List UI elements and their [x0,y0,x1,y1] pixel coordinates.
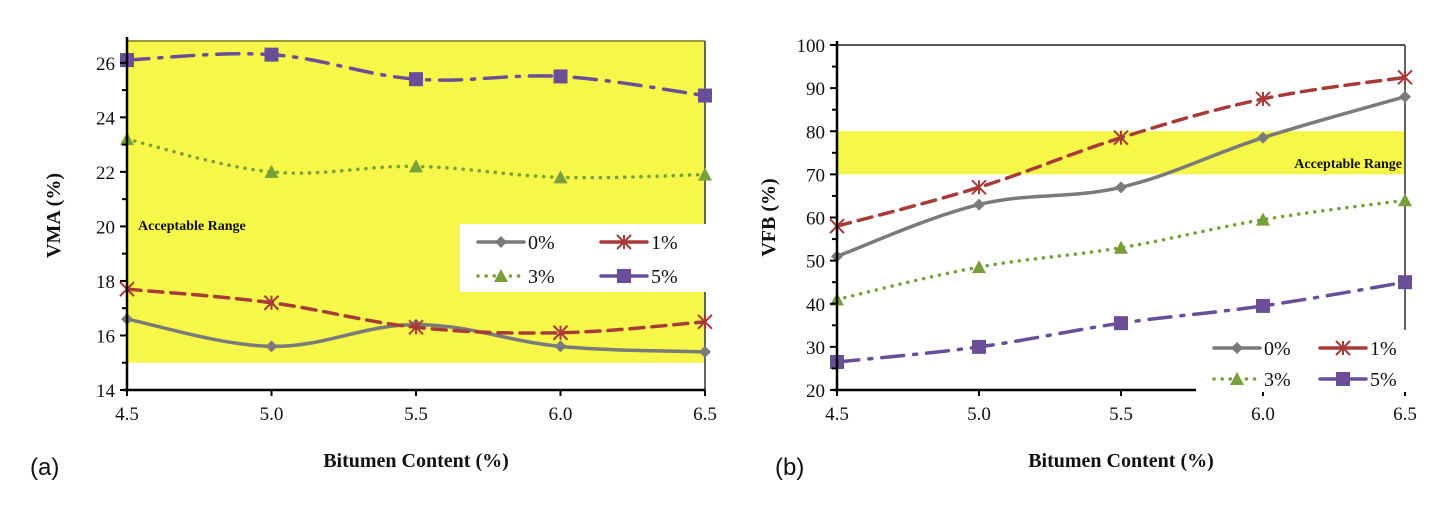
x-tick-label: 6.0 [1251,404,1275,425]
legend-label: 5% [1370,369,1397,391]
chart-vma: Acceptable Range 14 16 18 20 22 24 26 4.5 5.0 5.5 6… [30,37,717,481]
y-tick-label: 16 [96,326,115,347]
data-point [698,167,712,181]
series-line [835,95,1407,259]
data-point [1398,193,1412,207]
legend-label: 5% [651,266,678,288]
acceptable-range-label: Acceptable Range [138,219,246,234]
panel-label: (a) [30,454,59,481]
legend-label: 3% [528,266,555,288]
y-tick-label: 14 [96,381,116,402]
data-point [1114,240,1128,254]
x-tick-label: 5.5 [404,404,428,425]
x-tick-label: 6.0 [549,404,573,425]
panel-label: (b) [775,454,804,481]
x-tick-label: 4.5 [825,404,849,425]
data-point [554,340,567,353]
data-point [408,319,424,335]
data-point [972,339,986,354]
y-tick-label: 26 [96,54,115,75]
data-point [265,340,278,353]
data-point [1113,130,1129,146]
y-axis-title: VMA (%) [43,173,65,258]
y-axis-title: VFB (%) [758,178,780,256]
legend-swatch-marker [1335,340,1351,356]
legend: 0% 1% 3% 5% [1196,330,1408,392]
y-tick-label: 100 [797,36,826,57]
data-point [972,260,986,274]
y-tick-label: 90 [806,79,825,100]
y-tick-label: 60 [806,209,825,230]
x-tick-label: 4.5 [115,404,139,425]
data-point [553,69,568,84]
data-point [553,170,568,184]
y-tick-label: 20 [806,381,825,402]
data-point [264,47,279,62]
legend-swatch-marker [1230,372,1244,385]
x-tick-label: 6.5 [1393,404,1417,425]
data-point [409,72,423,87]
data-point [1256,212,1270,226]
x-tick-label: 5.5 [1109,404,1133,425]
legend-label: 1% [1370,338,1397,360]
series-3pct [120,132,712,184]
y-tick-label: 22 [96,163,115,184]
data-point [699,345,711,358]
x-axis-title: Bitumen Content (%) [323,450,509,472]
legend-swatch-marker [1231,342,1243,354]
x-tick-label: 5.0 [260,404,284,425]
data-point [1115,181,1127,194]
data-point [1255,91,1271,107]
data-point [552,325,569,341]
legend-label: 1% [651,232,678,254]
y-tick-label: 30 [806,338,825,359]
legend-label: 3% [1264,369,1291,391]
y-tick-label: 24 [96,108,116,129]
data-point [1256,298,1270,313]
acceptable-range-band [127,41,705,363]
y-tick-label: 20 [96,217,115,238]
legend-swatch-marker [616,234,632,250]
legend-swatch-marker [495,236,507,248]
data-point [263,295,280,311]
data-point [973,198,985,211]
chart-vfb: Acceptable Range 20 30 40 50 60 70 80 90 100 4.5 5.… [758,36,1417,481]
data-point [1397,69,1413,86]
data-point [1257,131,1269,144]
acceptable-range-label: Acceptable Range [1294,157,1402,172]
data-point [1399,90,1411,103]
data-point [409,159,423,173]
data-point [264,164,279,178]
y-tick-label: 50 [806,252,825,273]
data-point [1398,275,1412,290]
y-tick-label: 40 [806,295,825,316]
data-point [698,88,712,103]
data-point [971,179,987,196]
legend-swatch-marker [617,269,631,283]
legend-background [1196,330,1408,392]
x-axis-title: Bitumen Content (%) [1028,450,1214,472]
legend-swatch-marker [494,269,508,282]
series-3pct [830,193,1412,306]
y-tick-label: 70 [806,165,825,186]
legend-swatch-marker [1336,372,1350,386]
x-tick-label: 5.0 [967,404,991,425]
legend: 0% 1% 3% 5% [460,224,706,292]
y-tick-label: 80 [806,122,825,143]
data-point [1114,316,1128,331]
series-0pct [831,90,1411,263]
legend-label: 0% [1264,338,1291,360]
data-point [697,314,713,330]
x-tick-label: 6.5 [693,404,717,425]
y-tick-label: 18 [96,272,115,293]
legend-label: 0% [528,232,555,254]
series-line [835,198,1407,302]
